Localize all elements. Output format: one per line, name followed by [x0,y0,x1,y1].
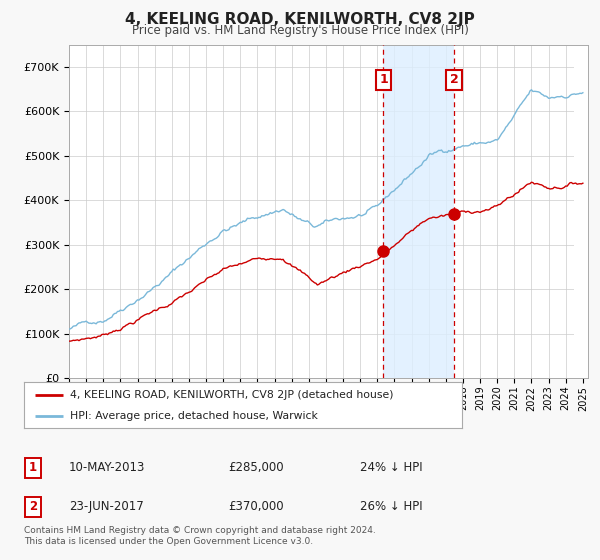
Text: 24% ↓ HPI: 24% ↓ HPI [360,461,422,474]
Text: Contains HM Land Registry data © Crown copyright and database right 2024.: Contains HM Land Registry data © Crown c… [24,526,376,535]
Text: 1: 1 [29,461,37,474]
Text: Price paid vs. HM Land Registry's House Price Index (HPI): Price paid vs. HM Land Registry's House … [131,24,469,37]
Text: This data is licensed under the Open Government Licence v3.0.: This data is licensed under the Open Gov… [24,538,313,547]
Text: HPI: Average price, detached house, Warwick: HPI: Average price, detached house, Warw… [70,411,318,421]
Bar [383,45,454,378]
Text: 26% ↓ HPI: 26% ↓ HPI [360,500,422,514]
Text: 23-JUN-2017: 23-JUN-2017 [69,500,144,514]
Text: 1: 1 [379,73,388,86]
Text: £285,000: £285,000 [228,461,284,474]
Text: 2: 2 [29,500,37,514]
Text: 10-MAY-2013: 10-MAY-2013 [69,461,145,474]
Text: 4, KEELING ROAD, KENILWORTH, CV8 2JP: 4, KEELING ROAD, KENILWORTH, CV8 2JP [125,12,475,27]
Text: 4, KEELING ROAD, KENILWORTH, CV8 2JP (detached house): 4, KEELING ROAD, KENILWORTH, CV8 2JP (de… [70,390,394,400]
Text: £370,000: £370,000 [228,500,284,514]
Text: 2: 2 [449,73,458,86]
Bar [574,45,588,378]
